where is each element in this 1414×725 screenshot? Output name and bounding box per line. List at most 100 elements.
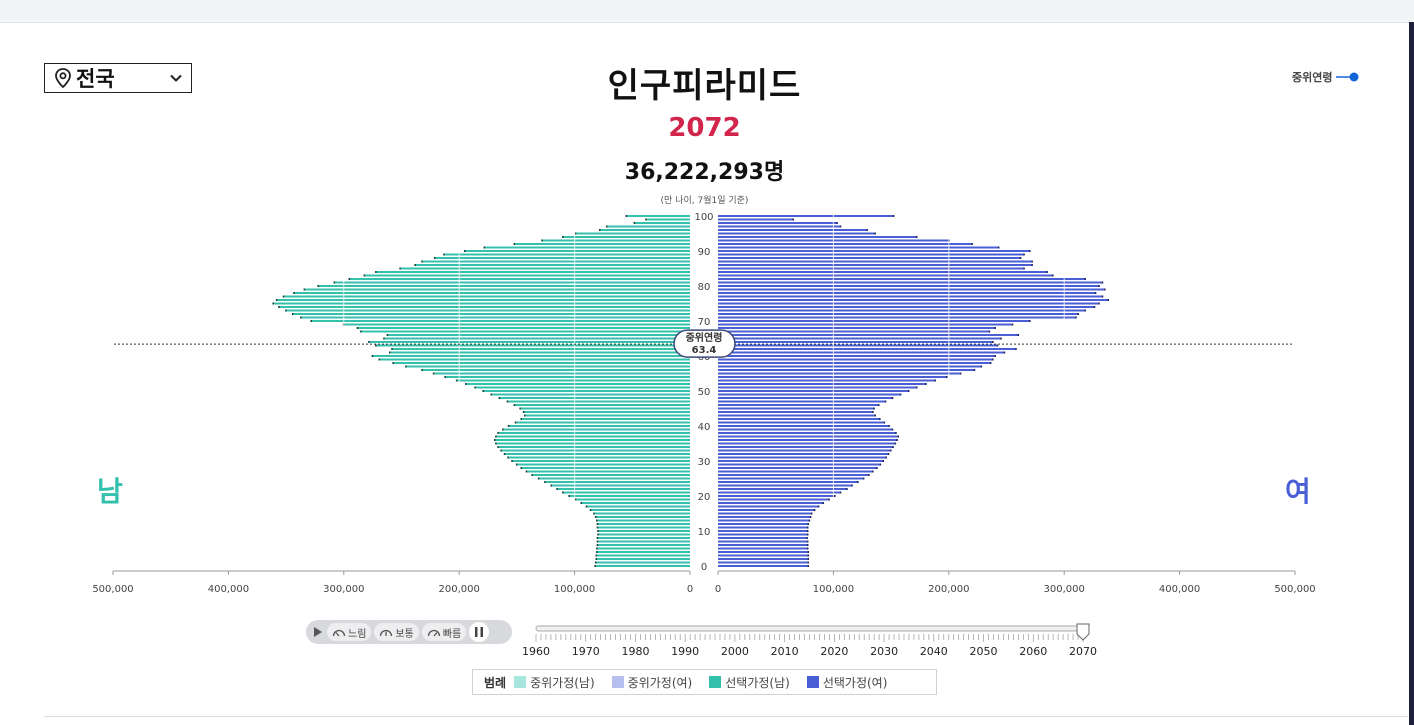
median-age-marker: [673, 329, 736, 358]
speed-slow-button[interactable]: 느림: [327, 623, 372, 641]
female-bar: [718, 411, 873, 413]
female-bar: [718, 488, 847, 490]
female-bar-edge: [915, 386, 918, 389]
female-bar-edge: [1084, 278, 1086, 280]
male-bar-edge: [596, 523, 599, 525]
male-bar: [496, 435, 690, 438]
female-bar: [718, 376, 947, 378]
female-bar-edge: [813, 509, 816, 511]
female-bar-edge: [806, 533, 809, 536]
male-bar: [504, 453, 690, 455]
female-bar: [718, 425, 889, 427]
female-bar: [718, 467, 877, 469]
speed-fast-button[interactable]: 빠름: [421, 623, 467, 641]
male-bar-edge: [574, 498, 577, 501]
legend-item-median-female[interactable]: 중위가정(여): [611, 674, 692, 691]
male-bar-edge: [482, 390, 484, 392]
female-bar: [718, 512, 812, 515]
male-bar: [599, 229, 690, 231]
female-bar: [718, 386, 917, 389]
male-bar: [646, 218, 690, 221]
x-tick-label-female: 200,000: [928, 584, 969, 595]
female-bar: [718, 383, 926, 385]
male-bar: [349, 278, 690, 280]
female-bar: [718, 372, 961, 375]
male-bar: [557, 488, 690, 490]
female-bar-edge: [846, 488, 848, 490]
legend-label: 선택가정(남): [725, 675, 790, 690]
play-button[interactable]: [312, 625, 324, 639]
female-bar: [718, 341, 993, 343]
timeline-label: 2050: [970, 645, 998, 658]
female-bar: [718, 225, 841, 228]
female-bar: [718, 551, 809, 553]
legend-item-selected-male[interactable]: 선택가정(남): [709, 674, 790, 691]
male-bar-edge: [497, 446, 499, 448]
female-bar: [718, 498, 829, 501]
current-year: 2072: [668, 113, 741, 143]
female-bar-edge: [792, 218, 795, 221]
male-bars: [272, 215, 690, 567]
female-bar-edge: [892, 446, 894, 448]
x-tick-label-female: 0: [715, 584, 721, 595]
speed-normal-button[interactable]: 보통: [374, 623, 419, 641]
female-bar-edge: [997, 246, 1000, 249]
median-age-toggle[interactable]: 중위연령: [1292, 69, 1360, 85]
median-age-toggle-label: 중위연령: [1292, 71, 1333, 84]
male-bar: [286, 309, 690, 312]
male-bar: [498, 446, 690, 448]
male-bar-edge: [595, 554, 598, 557]
female-bar: [718, 285, 1099, 287]
male-bar: [494, 439, 690, 441]
male-bar-edge: [507, 456, 509, 459]
pause-button[interactable]: [469, 622, 490, 642]
female-bar: [718, 474, 869, 476]
female-bar: [718, 292, 1096, 294]
male-bar: [563, 236, 690, 238]
male-bar-edge: [500, 449, 502, 452]
region-select[interactable]: 전국: [44, 63, 192, 93]
male-bar: [491, 393, 690, 396]
female-bar: [718, 267, 1024, 270]
male-bar-edge: [568, 495, 570, 497]
female-bar-edge: [892, 215, 895, 217]
x-tick-label-female: 500,000: [1274, 584, 1315, 595]
browser-top-bar: [0, 0, 1414, 23]
female-bar-edge: [839, 491, 842, 494]
legend-swatch: [806, 676, 819, 688]
female-bar-edge: [879, 418, 881, 420]
male-bar: [334, 281, 690, 284]
year-timeline-slider[interactable]: 1960 1970 1980 1990 2000 2010 2020 2030 2040 2050…: [0, 0, 1409, 660]
speed-fast-label: 빠름: [442, 628, 462, 640]
male-bar-edge: [292, 313, 294, 315]
male-bar-edge: [550, 484, 553, 487]
female-bar: [718, 442, 896, 445]
gauge-slow-icon: [332, 629, 346, 637]
x-tick-label-male: 400,000: [208, 584, 249, 595]
male-bar: [466, 383, 690, 385]
female-bar-edge: [959, 372, 962, 375]
timeline-label: 2060: [1019, 645, 1047, 658]
male-bar-edge: [593, 512, 595, 515]
female-bar: [718, 236, 917, 238]
male-bar-edge: [282, 295, 285, 298]
female-bar: [718, 393, 901, 396]
male-bar: [634, 222, 690, 224]
female-bar-edge: [888, 425, 890, 427]
legend-item-selected-female[interactable]: 선택가정(여): [806, 674, 887, 691]
male-bar-edge: [596, 544, 599, 546]
legend-swatch: [514, 676, 527, 688]
female-bar-edge: [1075, 316, 1077, 319]
female-bar-edge: [873, 407, 875, 410]
female-bar: [718, 278, 1085, 280]
y-tick-label: 80: [698, 282, 711, 293]
female-bar-edge: [973, 369, 976, 371]
legend-item-median-male[interactable]: 중위가정(남): [514, 674, 595, 691]
female-bar-edge: [925, 383, 927, 385]
male-bar: [496, 442, 690, 445]
legend-swatch: [611, 676, 624, 688]
female-bar-edge: [887, 453, 890, 455]
female-bar-edge: [851, 484, 853, 487]
male-bar: [415, 264, 690, 266]
female-bar: [718, 309, 1085, 312]
